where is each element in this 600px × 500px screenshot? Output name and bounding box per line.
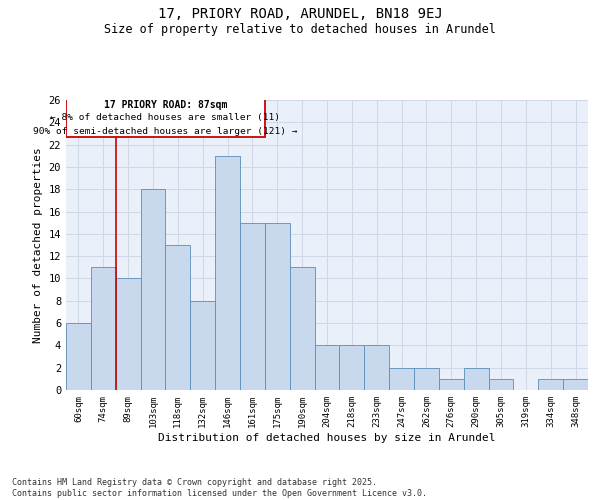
Bar (340, 346, 364, 390)
Text: Contains HM Land Registry data © Crown copyright and database right 2025.
Contai: Contains HM Land Registry data © Crown c… (12, 478, 427, 498)
Text: 17 PRIORY ROAD: 87sqm: 17 PRIORY ROAD: 87sqm (104, 100, 227, 110)
Bar (140, 189, 166, 390)
Bar (563, 379, 588, 390)
Bar (116, 278, 140, 390)
Y-axis label: Number of detached properties: Number of detached properties (33, 147, 43, 343)
Bar (91, 268, 116, 390)
Bar (290, 268, 314, 390)
Bar (240, 222, 265, 390)
Bar (464, 368, 488, 390)
Bar (215, 156, 240, 390)
Text: ← 8% of detached houses are smaller (11): ← 8% of detached houses are smaller (11) (50, 114, 280, 122)
Bar (538, 379, 563, 390)
X-axis label: Distribution of detached houses by size in Arundel: Distribution of detached houses by size … (158, 432, 496, 442)
Bar (389, 368, 414, 390)
FancyBboxPatch shape (66, 98, 265, 137)
Bar (166, 245, 190, 390)
Bar (439, 379, 464, 390)
Bar (364, 346, 389, 390)
Bar (488, 379, 514, 390)
Bar (414, 368, 439, 390)
Bar (314, 346, 340, 390)
Text: 90% of semi-detached houses are larger (121) →: 90% of semi-detached houses are larger (… (33, 126, 298, 136)
Bar (66, 323, 91, 390)
Bar (190, 301, 215, 390)
Text: Size of property relative to detached houses in Arundel: Size of property relative to detached ho… (104, 22, 496, 36)
Text: 17, PRIORY ROAD, ARUNDEL, BN18 9EJ: 17, PRIORY ROAD, ARUNDEL, BN18 9EJ (158, 8, 442, 22)
Bar (265, 222, 290, 390)
